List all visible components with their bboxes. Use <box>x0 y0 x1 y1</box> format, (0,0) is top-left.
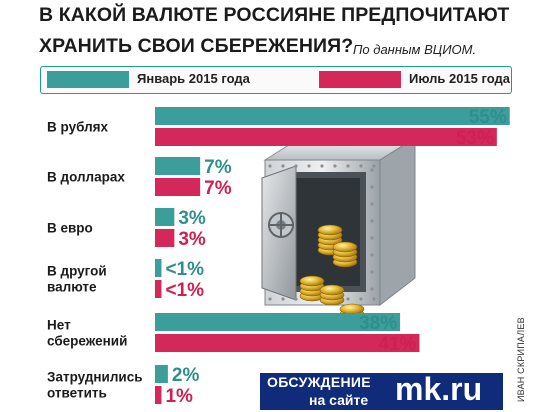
category-label: В долларах <box>47 170 125 185</box>
bar-july <box>155 178 201 196</box>
bar-january <box>155 107 510 125</box>
category-label: Нет сбережений <box>47 318 127 349</box>
rivet <box>333 164 337 168</box>
value-label-july: 1% <box>165 386 193 407</box>
rivet <box>359 297 363 301</box>
value-label-january: 38% <box>359 313 397 334</box>
rivet <box>370 185 374 189</box>
value-label-july: 7% <box>204 178 232 199</box>
value-label-january: 7% <box>204 157 232 178</box>
value-label-july: 53% <box>456 128 494 149</box>
bar-july <box>155 280 162 298</box>
bar-january <box>155 208 175 226</box>
legend: Январь 2015 года Июль 2015 года <box>40 66 512 94</box>
rivet <box>294 164 298 168</box>
rivet <box>372 297 376 301</box>
rivet <box>346 297 350 301</box>
banner-line2: на сайте <box>309 392 369 408</box>
bar-january <box>155 313 401 331</box>
rivet <box>370 236 374 240</box>
category-label: В евро <box>47 221 93 236</box>
rivet <box>307 164 311 168</box>
legend-label-january: Январь 2015 года <box>137 71 250 86</box>
rivet <box>370 287 374 291</box>
rivet <box>281 164 285 168</box>
bar-july <box>155 229 175 247</box>
safe-illustration <box>261 137 417 329</box>
source-note: По данным ВЦИОМ. <box>353 42 477 57</box>
coin <box>319 284 345 296</box>
rivet <box>370 253 374 257</box>
rivet <box>268 297 272 301</box>
rivet <box>320 164 324 168</box>
chart-title-line2: ХРАНИТЬ СВОИ СБЕРЕЖЕНИЯ? <box>39 35 354 57</box>
coin <box>299 275 325 287</box>
rivet <box>370 219 374 223</box>
banner-line1: ОБСУЖДЕНИЕ <box>267 374 371 390</box>
rivet <box>359 164 363 168</box>
bar-july <box>155 386 162 404</box>
site-logo: mk.ru <box>395 371 483 407</box>
value-label-january: 3% <box>178 208 206 229</box>
bar-january <box>155 365 168 383</box>
rivet <box>370 168 374 172</box>
legend-swatch-january <box>47 71 129 88</box>
category-label: В рублях <box>47 120 109 135</box>
value-label-july: 41% <box>378 334 416 355</box>
coin <box>317 224 343 236</box>
value-label-january: 2% <box>172 365 200 386</box>
category-label: В другой валюте <box>47 264 107 295</box>
value-label-january: 55% <box>469 107 507 128</box>
rivet <box>268 164 272 168</box>
rivet <box>370 202 374 206</box>
coin <box>332 241 358 253</box>
bar-july <box>155 334 420 352</box>
legend-swatch-july <box>319 71 401 88</box>
discussion-banner[interactable]: ОБСУЖДЕНИЕ на сайте mk.ru <box>260 371 503 410</box>
bar-january <box>155 259 162 277</box>
rivet <box>294 297 298 301</box>
rivet <box>370 270 374 274</box>
value-label-july: 3% <box>178 229 206 250</box>
rivet <box>372 164 376 168</box>
chart-title-line1: В КАКОЙ ВАЛЮТЕ РОССИЯНЕ ПРЕДПОЧИТАЮТ <box>39 4 510 26</box>
bar-january <box>155 157 201 175</box>
author-credit: ИВАН СКРИПАЛЕВ <box>516 317 526 402</box>
value-label-july: <1% <box>165 280 204 301</box>
legend-label-july: Июль 2015 года <box>409 71 511 86</box>
rivet <box>346 164 350 168</box>
rivet <box>281 297 285 301</box>
category-label: Затруднились ответить <box>47 370 143 401</box>
bar-july <box>155 128 497 146</box>
value-label-january: <1% <box>165 259 204 280</box>
